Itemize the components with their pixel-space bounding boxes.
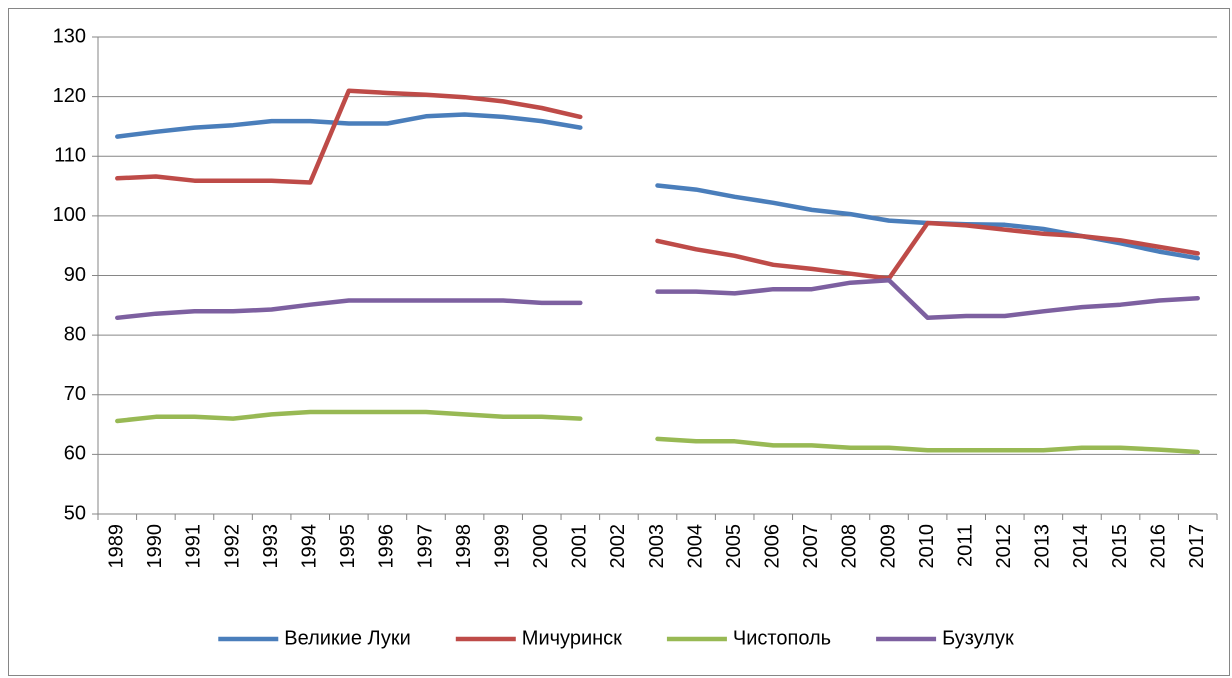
x-tick-label: 1993 — [260, 524, 282, 569]
x-tick-label: 1989 — [106, 524, 128, 569]
chart-frame — [8, 8, 1230, 676]
y-tick-label: 130 — [53, 25, 86, 47]
x-tick-label: 1995 — [337, 524, 359, 569]
x-tick-label: 1990 — [144, 524, 166, 569]
x-tick-label: 1996 — [376, 524, 398, 569]
x-tick-label: 2002 — [607, 524, 629, 569]
x-tick-label: 2015 — [1109, 524, 1131, 569]
x-tick-label: 2010 — [916, 524, 938, 569]
x-tick-label: 2000 — [530, 524, 552, 569]
x-tick-label: 1998 — [453, 524, 475, 569]
x-tick-label: 2007 — [800, 524, 822, 569]
series-line — [115, 409, 1200, 455]
y-tick-label: 70 — [64, 383, 86, 405]
y-tick-label: 60 — [64, 443, 86, 465]
legend-item: Мичуринск — [455, 627, 622, 649]
x-tick-label: 2001 — [569, 524, 591, 569]
x-tick-label: 1992 — [221, 524, 243, 569]
y-tick-label: 90 — [64, 264, 86, 286]
x-tick-label: 1991 — [183, 524, 205, 569]
y-tick-label: 110 — [54, 145, 86, 167]
x-tick-label: 2003 — [646, 524, 668, 569]
x-tick-label: 2009 — [877, 524, 899, 569]
series-line — [115, 88, 1200, 281]
legend-item: Великие Луки — [218, 627, 411, 649]
legend-item: Чистополь — [666, 627, 831, 649]
y-tick-label: 80 — [64, 323, 86, 345]
x-tick-label: 1997 — [414, 524, 436, 569]
x-tick-label: 1999 — [491, 524, 513, 569]
y-tick-label: 50 — [64, 502, 86, 524]
x-tick-label: 2011 — [954, 524, 976, 567]
x-tick-label: 2004 — [684, 524, 706, 569]
x-tick-label: 2006 — [762, 524, 784, 569]
y-tick-label: 100 — [53, 204, 86, 226]
legend-label: Бузулук — [942, 627, 1014, 649]
x-tick-label: 2016 — [1147, 524, 1169, 569]
legend-item: Бузулук — [876, 627, 1014, 649]
x-tick-label: 1994 — [299, 524, 321, 569]
x-tick-label: 2014 — [1070, 524, 1092, 569]
x-tick-label: 2005 — [723, 524, 745, 569]
x-tick-label: 2017 — [1186, 524, 1208, 569]
legend-label: Чистополь — [733, 627, 831, 649]
x-tick-label: 2013 — [1032, 524, 1054, 569]
legend-label: Великие Луки — [284, 627, 411, 649]
y-tick-label: 120 — [53, 85, 86, 107]
series-line — [115, 278, 1200, 321]
legend-label: Мичуринск — [522, 627, 622, 649]
x-tick-label: 2008 — [839, 524, 861, 569]
x-tick-label: 2012 — [993, 524, 1015, 569]
